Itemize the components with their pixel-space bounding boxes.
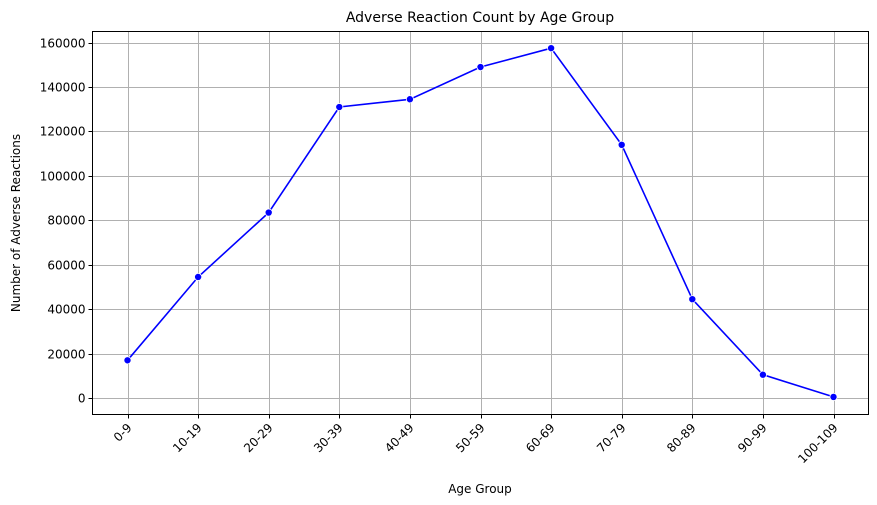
data-point — [688, 295, 697, 304]
data-point — [335, 103, 344, 112]
x-tick-label: 80-89 — [664, 421, 699, 456]
x-tick-label: 30-39 — [311, 421, 346, 456]
x-tick-label: 60-69 — [523, 421, 558, 456]
plot-frame — [92, 31, 869, 415]
x-axis-label: Age Group — [448, 482, 512, 496]
grid — [92, 31, 869, 415]
series-line — [126, 47, 834, 398]
y-tick-label: 0 — [78, 392, 86, 406]
x-axis-ticks: 0-9 10-19 20-29 30-39 40-49 50-59 60-69 70-79 80… — [111, 414, 841, 466]
data-point — [758, 370, 767, 379]
y-tick-label: 80000 — [47, 214, 85, 228]
series-layer — [123, 44, 838, 401]
data-point — [264, 208, 273, 217]
y-tick-label: 120000 — [40, 125, 86, 139]
y-tick-label: 20000 — [47, 348, 85, 362]
data-point — [476, 63, 485, 72]
y-tick-label: 140000 — [40, 81, 86, 95]
x-tick-label: 20-29 — [241, 421, 276, 456]
y-tick-label: 160000 — [40, 37, 86, 51]
chart-title: Adverse Reaction Count by Age Group — [346, 10, 614, 26]
y-axis-label: Number of Adverse Reactions — [9, 134, 23, 312]
data-point — [547, 44, 556, 53]
x-tick-label: 40-49 — [382, 421, 417, 456]
data-point — [829, 392, 838, 401]
x-tick-label: 50-59 — [453, 421, 488, 456]
data-point — [405, 95, 414, 104]
y-axis-ticks: 0 20000 40000 60000 80000 100000 120000 140000 1… — [40, 37, 93, 406]
x-tick-label: 10-19 — [170, 421, 205, 456]
x-tick-label: 0-9 — [111, 421, 135, 445]
y-tick-label: 60000 — [47, 259, 85, 273]
x-tick-label: 70-79 — [594, 421, 629, 456]
x-tick-label: 100-109 — [795, 421, 840, 466]
data-point — [194, 272, 203, 281]
x-tick-label: 90-99 — [735, 421, 770, 456]
data-point — [123, 356, 132, 365]
data-point — [617, 140, 626, 149]
y-tick-label: 40000 — [47, 303, 85, 317]
y-tick-label: 100000 — [40, 170, 86, 184]
